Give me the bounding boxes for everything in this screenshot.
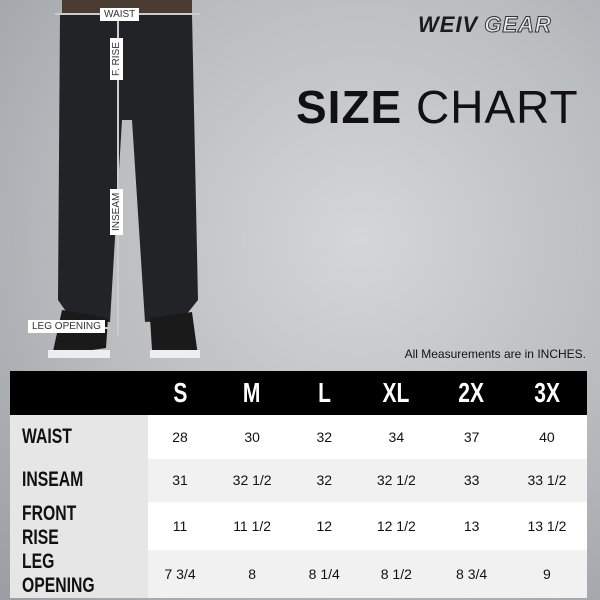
measurement-cell: 11 — [148, 502, 213, 550]
size-table: S M L XL 2X 3X WAIST 28 30 32 34 37 40 INSEAM 31… — [10, 371, 587, 598]
measurement-cell: 31 — [148, 458, 213, 502]
front-rise-label: F. RISE — [110, 38, 123, 80]
size-header: S — [148, 371, 213, 415]
measurement-cell: 8 1/4 — [292, 550, 357, 598]
measurement-cell: 34 — [356, 415, 437, 459]
measurement-cell: 37 — [436, 415, 507, 459]
size-header: XL — [356, 371, 437, 415]
measurement-cell: 28 — [148, 415, 213, 459]
measurement-note: All Measurements are in INCHES. — [404, 347, 586, 361]
size-header: 3X — [506, 371, 587, 415]
measurement-cell: 12 1/2 — [356, 502, 437, 550]
size-header: 2X — [436, 371, 507, 415]
size-header: L — [292, 371, 357, 415]
measurement-cell: 12 — [292, 502, 357, 550]
measurement-cell: 13 — [436, 502, 507, 550]
row-label: FRONT RISE — [10, 502, 148, 550]
header-corner — [10, 371, 148, 415]
measurement-cell: 32 1/2 — [356, 458, 437, 502]
measurement-cell: 32 — [292, 415, 357, 459]
table-row: INSEAM 31 32 1/2 32 32 1/2 33 33 1/2 — [10, 458, 587, 502]
measurement-cell: 11 1/2 — [212, 502, 293, 550]
table-row: LEG OPENING 7 3/4 8 8 1/4 8 1/2 8 3/4 9 — [10, 550, 587, 598]
waist-label: WAIST — [100, 8, 140, 21]
table-row: FRONT RISE 11 11 1/2 12 12 1/2 13 13 1/2 — [10, 502, 587, 550]
row-label: LEG OPENING — [10, 550, 148, 598]
inseam-label: INSEAM — [110, 188, 123, 235]
measurement-cell: 33 1/2 — [506, 458, 587, 502]
measurement-cell: 13 1/2 — [506, 502, 587, 550]
page-title: SIZE CHART — [296, 81, 579, 133]
measurement-cell: 32 — [292, 458, 357, 502]
row-label: WAIST — [10, 415, 148, 459]
table-row: WAIST 28 30 32 34 37 40 — [10, 415, 587, 459]
measurement-cell: 7 3/4 — [148, 550, 213, 598]
measurement-cell: 30 — [212, 415, 293, 459]
measurement-cell: 33 — [436, 458, 507, 502]
leg-opening-label: LEG OPENING — [28, 320, 105, 333]
measurement-cell: 8 — [212, 550, 293, 598]
measurement-cell: 8 3/4 — [436, 550, 507, 598]
size-header-row: S M L XL 2X 3X — [10, 371, 587, 415]
pants-model-photo — [48, 0, 200, 358]
brand-logo: WEIV GEAR — [418, 12, 552, 38]
measurement-cell: 32 1/2 — [212, 458, 293, 502]
row-label: INSEAM — [10, 458, 148, 502]
size-header: M — [212, 371, 293, 415]
measurement-cell: 9 — [506, 550, 587, 598]
measurement-cell: 8 1/2 — [356, 550, 437, 598]
measurement-cell: 40 — [506, 415, 587, 459]
